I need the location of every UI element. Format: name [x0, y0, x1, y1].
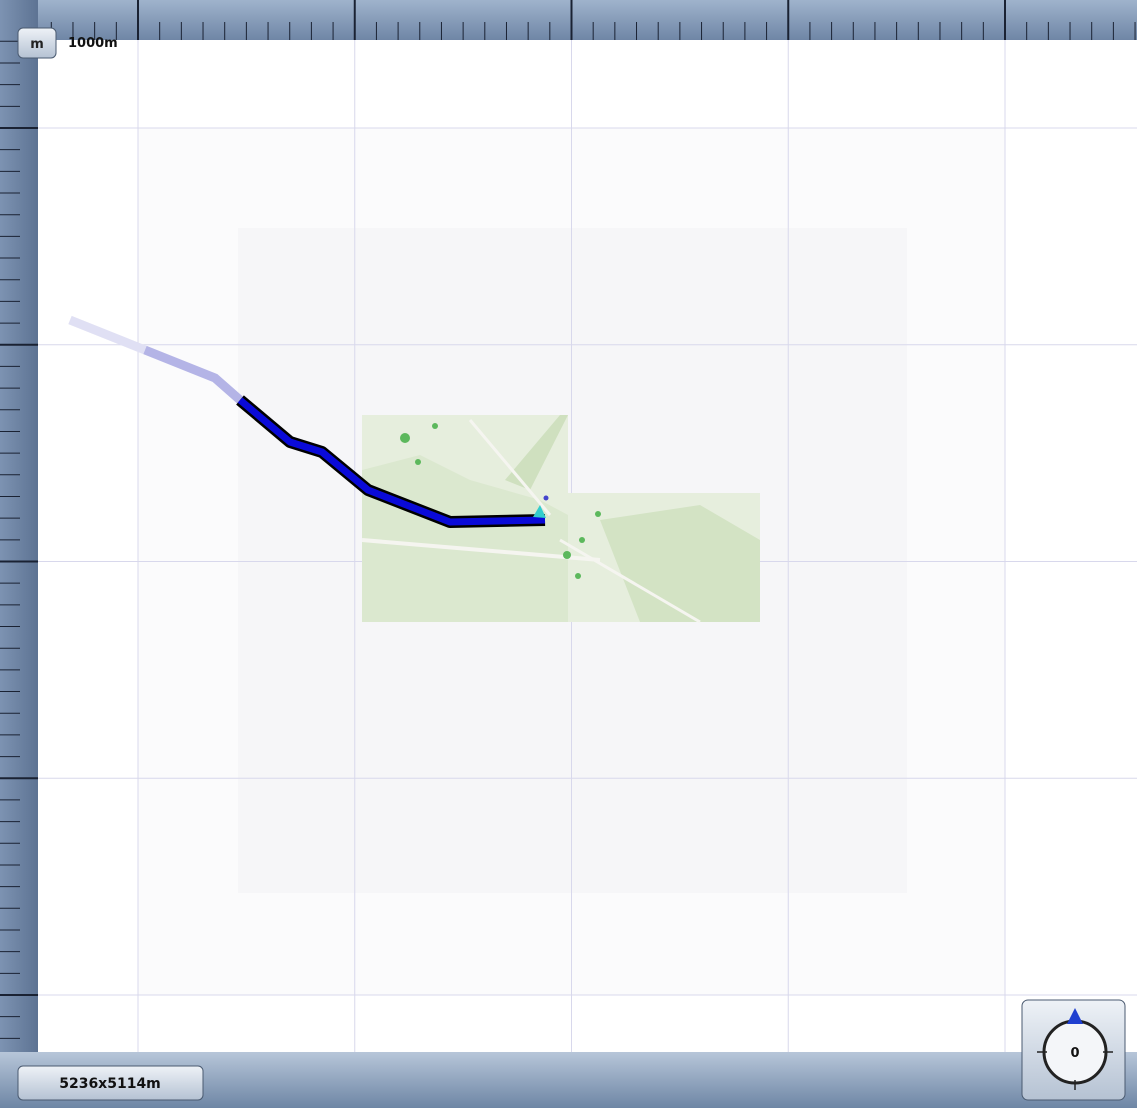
ruler-ticks	[0, 0, 1136, 1039]
top-ruler	[0, 0, 1137, 40]
map-size-label: 5236x5114m	[59, 1076, 161, 1092]
scale-label: 1000m	[68, 36, 118, 51]
road	[361, 538, 601, 562]
field	[362, 455, 568, 622]
poi	[432, 423, 438, 429]
road	[559, 538, 701, 624]
road	[468, 419, 552, 516]
scale-button[interactable]	[17, 27, 57, 59]
poi	[579, 537, 585, 543]
poi	[543, 495, 549, 501]
field	[600, 505, 760, 622]
track-faded	[68, 315, 147, 355]
compass-heading: 0	[1070, 1046, 1079, 1061]
scale-button-label: m	[30, 37, 44, 52]
position-marker	[533, 505, 546, 518]
track-line	[237, 397, 546, 526]
poi	[575, 573, 581, 579]
poi	[563, 551, 571, 559]
poi	[400, 433, 410, 443]
map-size-button[interactable]	[17, 1065, 204, 1101]
field	[505, 415, 568, 490]
map-patch	[361, 415, 760, 624]
poi	[415, 459, 421, 465]
track-faded	[143, 345, 243, 404]
left-ruler	[0, 0, 38, 1055]
compass-needle	[1067, 1008, 1083, 1024]
poi	[595, 511, 601, 517]
track	[68, 315, 546, 528]
